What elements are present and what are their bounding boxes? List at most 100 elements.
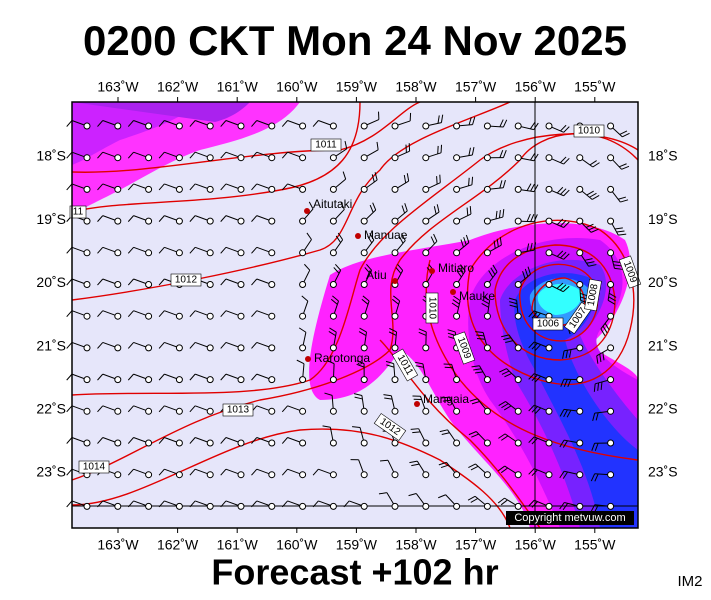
barb-station: [206, 407, 214, 415]
barb-station: [114, 217, 122, 225]
barb-feather: [220, 500, 227, 508]
barb-feather: [468, 463, 476, 469]
barb-station: [329, 281, 337, 288]
barb-station: [483, 407, 491, 415]
barb-station: [453, 185, 461, 193]
barb-station: [83, 502, 91, 510]
barb-feather: [586, 190, 594, 196]
barb-feather: [127, 120, 134, 127]
barb-station: [576, 344, 584, 352]
lat-label: 22˚S: [648, 401, 678, 417]
barb-station: [576, 407, 584, 415]
barb-feather: [158, 120, 165, 127]
barb-station: [175, 439, 183, 447]
barb-station: [607, 376, 615, 384]
barb-station: [391, 344, 399, 352]
place-label: Rarotonga: [314, 351, 370, 365]
axis-labels: 163˚W 163˚W 162˚W 162˚W 161˚W 161˚W 160˚W 160˚W…: [36, 79, 677, 553]
barb-station: [422, 217, 430, 225]
barb-feather: [372, 202, 377, 211]
barb-feather: [385, 360, 394, 365]
isobar-label: 11: [73, 207, 84, 218]
barb-feather: [281, 183, 288, 191]
barb-station: [237, 471, 245, 479]
barb-feather: [616, 230, 625, 233]
barb-feather: [503, 337, 512, 341]
barb-feather: [369, 232, 375, 241]
barb-feather: [531, 406, 538, 413]
barb-station: [206, 312, 214, 320]
barb-feather: [158, 215, 165, 222]
barb-feather: [560, 124, 567, 132]
barb-feather: [502, 209, 505, 218]
barb-feather: [471, 401, 480, 405]
barb-station: [145, 312, 153, 320]
barb-feather: [412, 431, 421, 434]
barb-station: [299, 407, 307, 415]
barb-station: [268, 185, 276, 193]
barb-feather: [97, 500, 104, 508]
barb-feather: [364, 267, 371, 274]
barb-feather: [563, 409, 568, 418]
barb-station: [483, 376, 491, 384]
barb-feather: [376, 141, 379, 150]
barb-feather: [530, 214, 535, 222]
barb-feather: [472, 116, 476, 125]
barb-station: [514, 439, 522, 447]
barb-feather: [602, 352, 605, 361]
barb-station: [422, 439, 430, 447]
isobar-label: 1011: [315, 140, 337, 151]
barb-station: [607, 122, 615, 130]
lon-label: 161˚W: [217, 79, 259, 95]
wind-barbs: [66, 111, 630, 513]
barb-feather: [447, 329, 456, 333]
barb-feather: [614, 227, 623, 230]
title: 0200 CKT Mon 24 Nov 2025: [83, 17, 627, 64]
barb-feather: [189, 405, 196, 413]
barb-station: [175, 471, 183, 479]
lon-label: 159˚W: [336, 537, 378, 553]
barb-feather: [608, 292, 617, 298]
barb-feather: [531, 342, 538, 350]
barb-feather: [556, 250, 564, 257]
barb-feather: [447, 332, 456, 336]
barb-feather: [66, 278, 73, 286]
barb-feather: [189, 500, 196, 508]
barb-feather: [66, 183, 73, 191]
barb-feather: [296, 359, 305, 365]
barb-feather: [563, 157, 570, 165]
barb-station: [576, 185, 584, 193]
barb-station: [83, 154, 91, 162]
barb-feather: [127, 342, 134, 349]
isobar-label: 1008: [586, 283, 601, 307]
barb-feather: [433, 206, 437, 215]
lat-label: 20˚S: [36, 274, 66, 290]
barb-feather: [496, 238, 499, 247]
barb-feather: [560, 220, 567, 227]
barb-feather: [332, 295, 339, 302]
barb-feather: [251, 437, 258, 444]
barb-feather: [66, 246, 73, 254]
barb-feather: [281, 468, 288, 476]
barb-station: [545, 281, 553, 288]
barb-station: [237, 312, 245, 320]
barb-station: [237, 502, 245, 510]
lat-label: 22˚S: [36, 401, 66, 417]
barb-feather: [334, 263, 342, 271]
barb-feather: [530, 153, 536, 161]
barb-feather: [530, 183, 535, 192]
barb-feather: [251, 373, 258, 381]
barb-feather: [594, 442, 599, 451]
barb-feather: [66, 437, 73, 444]
barb-station: [175, 249, 183, 257]
barb-feather: [562, 503, 569, 511]
isobar-label: 1010: [426, 297, 437, 320]
lat-label: 21˚S: [648, 337, 678, 353]
barb-feather: [618, 163, 627, 168]
barb-feather: [418, 328, 427, 333]
barb-feather: [281, 120, 288, 127]
barb-feather: [498, 209, 501, 219]
barb-feather: [482, 296, 490, 301]
barb-feather: [415, 365, 424, 368]
barb-feather: [308, 201, 314, 210]
